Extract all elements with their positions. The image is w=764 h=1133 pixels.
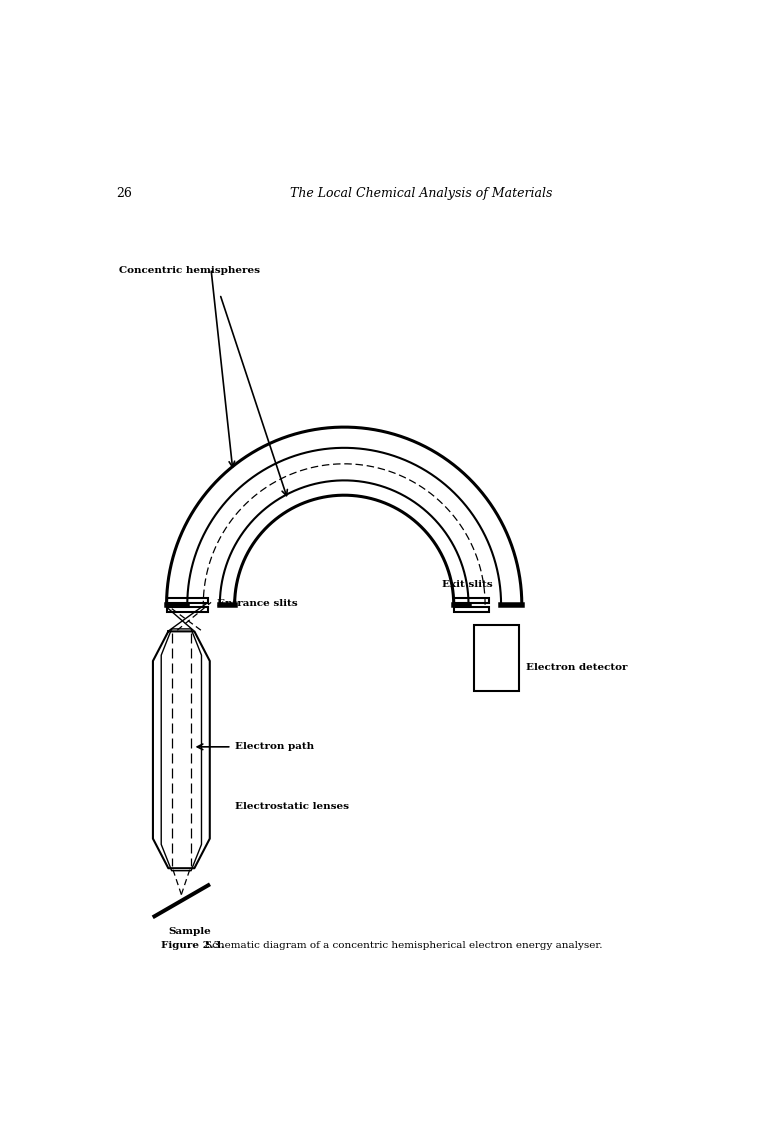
Text: 26: 26 bbox=[116, 187, 132, 199]
Text: Entrance slits: Entrance slits bbox=[217, 599, 297, 608]
Text: Sample: Sample bbox=[169, 928, 212, 937]
Bar bbox=[454, 598, 489, 603]
Text: Electron path: Electron path bbox=[235, 742, 314, 751]
Text: Schematic diagram of a concentric hemispherical electron energy analyser.: Schematic diagram of a concentric hemisp… bbox=[205, 940, 603, 949]
Bar bbox=[167, 598, 208, 603]
Text: Electron detector: Electron detector bbox=[526, 663, 627, 672]
Text: Figure 2.3.: Figure 2.3. bbox=[160, 940, 224, 949]
Bar bbox=[474, 625, 519, 691]
Text: Concentric hemispheres: Concentric hemispheres bbox=[119, 266, 261, 274]
Text: The Local Chemical Analysis of Materials: The Local Chemical Analysis of Materials bbox=[290, 187, 552, 199]
Bar bbox=[167, 607, 208, 612]
Text: Exit slits: Exit slits bbox=[442, 579, 493, 588]
Bar bbox=[454, 607, 489, 612]
Text: Electrostatic lenses: Electrostatic lenses bbox=[235, 801, 348, 810]
